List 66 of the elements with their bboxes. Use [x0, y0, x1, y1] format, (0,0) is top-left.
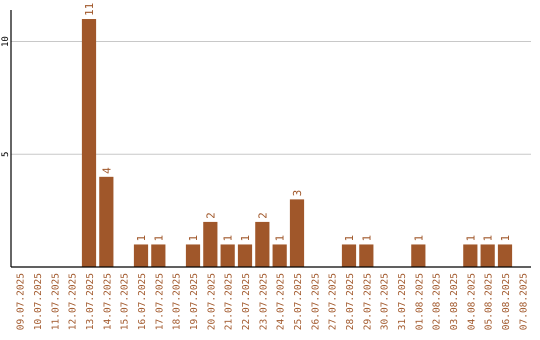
bar	[255, 222, 270, 267]
data-label: 1	[274, 234, 287, 242]
x-tick-label: 01.08.2025	[414, 273, 426, 330]
x-tick-label: 09.07.2025	[16, 273, 27, 330]
x-tick-label: 10.07.2025	[33, 273, 44, 330]
data-label: 4	[100, 166, 114, 174]
data-label: 1	[222, 234, 235, 242]
x-tick-label: 31.07.2025	[397, 273, 408, 330]
x-tick-label: 14.07.2025	[102, 273, 114, 330]
bar	[463, 244, 478, 267]
bar	[238, 244, 252, 267]
data-label: 1	[239, 234, 252, 242]
bar	[359, 244, 374, 267]
x-tick-label: 07.08.2025	[518, 273, 530, 330]
x-tick-label: 19.07.2025	[189, 273, 200, 330]
x-tick-label: 25.07.2025	[293, 273, 304, 330]
x-tick-label: 23.07.2025	[258, 273, 270, 330]
x-tick-label: 21.07.2025	[224, 273, 235, 330]
data-label: 1	[187, 234, 200, 242]
bar	[480, 244, 495, 267]
x-tick-label: 02.08.2025	[432, 273, 443, 330]
data-label: 2	[204, 212, 218, 219]
bar	[272, 244, 287, 267]
data-label: 1	[482, 234, 495, 242]
x-tick-label: 27.07.2025	[328, 273, 339, 330]
data-label: 2	[256, 212, 270, 219]
bar	[186, 244, 200, 267]
data-label: 11	[83, 2, 96, 16]
bar	[411, 244, 426, 267]
data-label: 1	[135, 234, 148, 242]
bar	[342, 244, 356, 267]
x-tick-label: 29.07.2025	[362, 273, 374, 330]
data-label: 1	[412, 234, 426, 242]
bar	[290, 199, 304, 267]
data-label: 1	[343, 234, 356, 242]
x-tick-label: 17.07.2025	[154, 273, 166, 330]
x-tick-label: 05.08.2025	[484, 273, 495, 330]
bar	[151, 244, 166, 267]
bar	[82, 19, 96, 267]
x-tick-label: 03.08.2025	[449, 273, 460, 330]
bar	[99, 176, 114, 267]
data-label: 1	[360, 234, 374, 242]
bar	[134, 244, 148, 267]
y-tick-label: 10	[1, 36, 11, 47]
data-label: 1	[152, 234, 166, 242]
x-tick-label: 11.07.2025	[50, 273, 62, 330]
x-tick-label: 18.07.2025	[172, 273, 183, 330]
bar	[203, 222, 218, 267]
x-tick-label: 26.07.2025	[310, 273, 322, 330]
data-label: 3	[291, 190, 304, 196]
x-tick-label: 12.07.2025	[68, 273, 79, 330]
x-tick-label: 20.07.2025	[206, 273, 218, 330]
data-label: 1	[499, 234, 512, 242]
x-tick-label: 28.07.2025	[345, 273, 356, 330]
data-label: 1	[464, 234, 478, 242]
x-tick-label: 24.07.2025	[276, 273, 287, 330]
x-tick-label: 06.08.2025	[501, 273, 512, 330]
x-tick-label: 16.07.2025	[137, 273, 148, 330]
x-tick-label: 15.07.2025	[120, 273, 131, 330]
x-tick-label: 22.07.2025	[241, 273, 252, 330]
y-tick-label: 5	[1, 152, 11, 157]
x-tick-label: 04.08.2025	[466, 273, 478, 330]
x-tick-label: 13.07.2025	[85, 273, 96, 330]
bar	[498, 244, 512, 267]
bar	[220, 244, 235, 267]
x-tick-label: 30.07.2025	[380, 273, 391, 330]
